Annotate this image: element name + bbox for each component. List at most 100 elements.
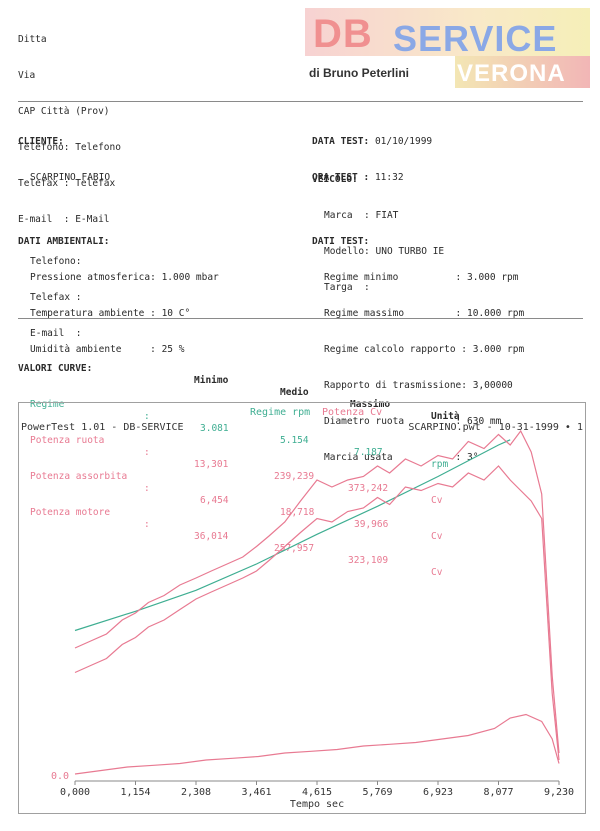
chart-header-left: PowerTest 1.01 - DB-SERVICE <box>21 422 184 433</box>
curve-max: 39,966 <box>354 519 389 530</box>
test-date-value: 01/10/1999 <box>374 136 433 147</box>
curves-col-med: Medio <box>280 387 309 398</box>
curve-max: 373,242 <box>348 483 389 494</box>
x-tick-label: 5,769 <box>362 787 392 798</box>
curve-unit: rpm <box>431 459 449 470</box>
logo-background <box>305 8 590 56</box>
test-data-label: Rapporto di trasmissione: <box>324 380 467 391</box>
curve-name: Potenza motore <box>30 507 111 518</box>
client-section: CLIENTE: SCARPINO FABIO Telefono: Telefa… <box>18 112 110 352</box>
section-divider <box>18 318 583 319</box>
power-chart: Regime rpm Potenza Cv PowerTest 1.01 - DB-… <box>18 402 586 814</box>
x-tick-label: 4,615 <box>302 787 332 798</box>
test-data-heading: DATI TEST: <box>312 236 370 247</box>
test-data-value: 10.000 rpm <box>467 308 525 319</box>
curve-min: 3.081 <box>200 423 229 434</box>
legend-potenza: Potenza Cv <box>322 407 382 418</box>
curve-name: Potenza ruota <box>30 435 105 446</box>
x-tick-label: 8,077 <box>483 787 513 798</box>
test-date-label: DATA TEST: <box>312 136 370 147</box>
y-axis-origin-label: 0.0 <box>51 771 69 782</box>
client-telefax-label: Telefax : <box>30 292 82 303</box>
curve-name: Potenza assorbita <box>30 471 128 482</box>
test-data-label: Regime minimo : <box>324 272 462 283</box>
curve-min: 13,301 <box>194 459 229 470</box>
test-date-section: DATA TEST: 01/10/1999 ORA TEST : 11:32 <box>312 112 432 196</box>
curve-min: 6,454 <box>200 495 229 506</box>
power-chart-svg: Regime rpm Potenza Cv PowerTest 1.01 - DB-… <box>21 407 583 810</box>
vehicle-modello-label: Modello: <box>324 246 370 257</box>
curves-table: VALORI CURVE: Minimo Medio Massimo Unità… <box>18 327 578 578</box>
x-tick-label: 0,000 <box>60 787 90 798</box>
logo-service-text: SERVICE <box>393 18 558 59</box>
curves-heading: VALORI CURVE: <box>18 363 93 374</box>
curve-med: 18,718 <box>280 507 315 518</box>
test-data-value: 3,00000 <box>472 380 513 391</box>
curve-unit: Cv <box>431 567 443 578</box>
x-axis-label: Tempo sec <box>290 799 344 810</box>
company-line: CAP Città (Prov) <box>18 106 110 117</box>
ambient-label: Pressione atmosferica: <box>30 272 156 283</box>
dbservice-logo: DB SERVICE di Bruno Peterlini VERONA <box>305 8 590 88</box>
header-divider <box>18 101 583 102</box>
vehicle-section: VEICOLO: Marca : FIAT Modello: UNO TURBO… <box>312 150 444 306</box>
logo-owner-text: di Bruno Peterlini <box>309 66 410 80</box>
x-tick-label: 2,308 <box>181 787 211 798</box>
series-line-3 <box>74 713 560 775</box>
ambient-value: 1.000 mbar <box>161 272 219 283</box>
company-block: Ditta Via CAP Città (Prov) Telefono: Tel… <box>18 10 121 238</box>
curves-col-unit: Unità <box>431 411 460 422</box>
curve-colon: : <box>144 411 150 422</box>
curve-max: 7.187 <box>354 447 383 458</box>
curve-med: 5.154 <box>280 435 309 446</box>
test-data-label: Diametro ruota : <box>324 416 462 427</box>
legend-regime: Regime rpm <box>250 407 310 418</box>
test-data-label: Marcia usata : <box>324 452 462 463</box>
x-tick-label: 1,154 <box>120 787 150 798</box>
vehicle-marca-label: Marca : <box>324 210 370 221</box>
client-name: SCARPINO FABIO <box>30 172 111 183</box>
curves-col-min: Minimo <box>194 375 229 386</box>
ambient-label: Temperatura ambiente : <box>30 308 156 319</box>
curve-max: 323,109 <box>348 555 389 566</box>
test-data-section: DATI TEST: Regime minimo : 3.000 rpm Reg… <box>312 212 524 476</box>
curves-row: Potenza assorbita : 6,454 18,718 39,966 … <box>18 459 578 542</box>
ambient-section: DATI AMBIENTALI: Pressione atmosferica: … <box>18 212 219 368</box>
series-line-1 <box>74 429 560 754</box>
vehicle-modello-value: UNO TURBO IE <box>375 246 445 257</box>
company-line: E-mail : E-Mail <box>18 214 110 225</box>
vehicle-targa-label: Targa : <box>324 282 370 293</box>
x-tick-label: 6,923 <box>423 787 453 798</box>
curves-row: Regime : 3.081 5.154 7.187 rpm <box>18 387 578 470</box>
client-heading: CLIENTE: <box>18 136 64 147</box>
x-tick-label: 3,461 <box>241 787 271 798</box>
curve-med: 239,239 <box>274 471 315 482</box>
client-email-label: E-mail : <box>30 328 82 339</box>
curve-colon: : <box>144 519 150 530</box>
company-line: Via <box>18 70 36 81</box>
logo-db-text: DB <box>313 12 373 56</box>
logo-city-background <box>455 56 590 88</box>
curves-col-max: Massimo <box>350 399 391 410</box>
curves-row: Potenza ruota : 13,301 239,239 373,242 C… <box>18 423 578 506</box>
test-data-value: 3° <box>467 452 479 463</box>
curve-min: 36,014 <box>194 531 229 542</box>
company-line: Telefono: Telefono <box>18 142 121 153</box>
curve-med: 257,957 <box>274 543 315 554</box>
ambient-value: 10 C° <box>161 308 191 319</box>
chart-header-right: SCARPINO.pwt - 10-31-1999 • 1 <box>408 422 583 433</box>
ambient-heading: DATI AMBIENTALI: <box>18 236 110 247</box>
logo-city-text: VERONA <box>457 60 566 87</box>
test-time-value: 11:32 <box>374 172 404 183</box>
vehicle-heading: VEICOLO: <box>312 174 358 185</box>
curves-row: Potenza motore : 36,014 257,957 323,109 … <box>18 495 578 578</box>
ambient-label: Umidità ambiente : <box>30 344 156 355</box>
x-tick-label: 9,230 <box>544 787 574 798</box>
company-line: Telefax : Telefax <box>18 178 116 189</box>
ambient-value: 25 % <box>161 344 185 355</box>
test-data-value: 630 mm <box>467 416 502 427</box>
test-data-label: Regime calcolo rapporto : <box>324 344 467 355</box>
series-line-0 <box>74 439 511 632</box>
test-time-label: ORA TEST : <box>312 172 370 183</box>
curve-colon: : <box>144 447 150 458</box>
